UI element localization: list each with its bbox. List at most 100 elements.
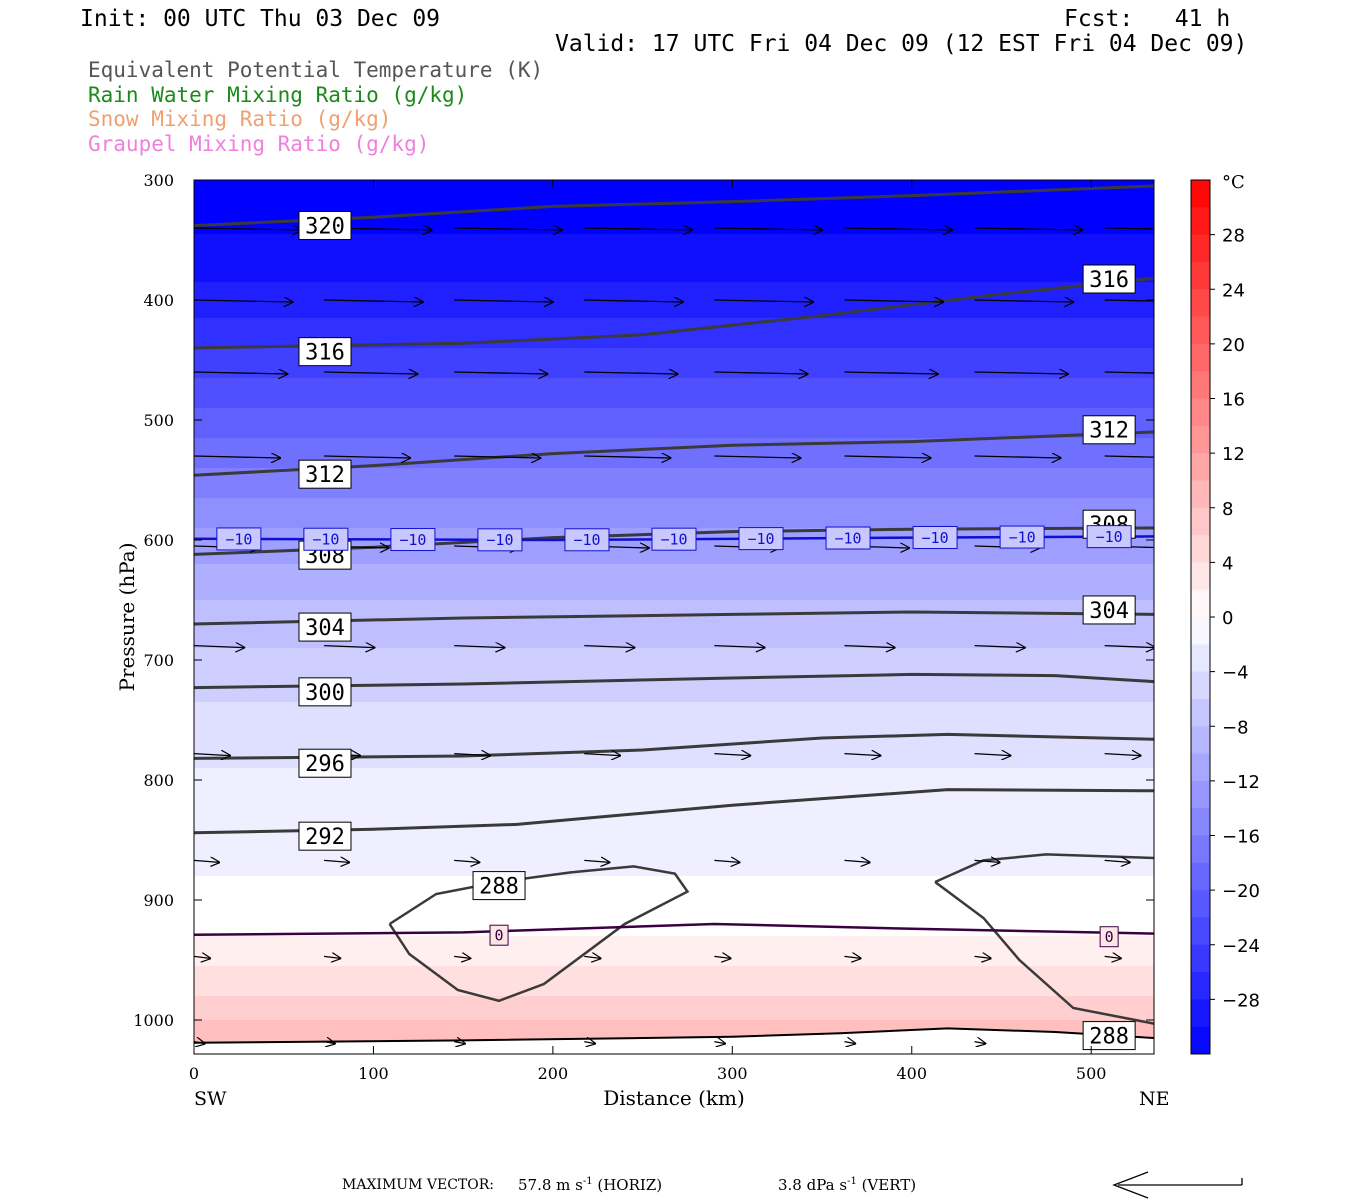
colorbar-tick-label: −28 [1222, 990, 1260, 1011]
wind-vector [454, 372, 547, 374]
x-tick-label: 100 [358, 1064, 389, 1083]
wind-vector [194, 646, 244, 648]
x-tick-label: 0 [189, 1064, 199, 1083]
colorbar-segment [1191, 999, 1210, 1028]
svg-text:292: 292 [305, 825, 345, 850]
legend-snow: Snow Mixing Ratio (g/kg) [88, 107, 392, 131]
wind-vector [454, 1042, 465, 1044]
contour-label-292: 292 [298, 821, 352, 851]
wind-vector [584, 456, 670, 458]
theta-e-contour-300 [194, 672, 1154, 690]
wind-vector [974, 1042, 986, 1044]
wind-vector [844, 956, 860, 958]
colorbar-tick-label: 8 [1222, 499, 1233, 520]
colorbar-segment [1191, 535, 1210, 563]
colorbar-segment [1191, 398, 1210, 427]
wind-vector [974, 228, 1083, 230]
plot-frame [193, 179, 1155, 1055]
wind-vector [584, 860, 609, 862]
wind-vector [974, 372, 1068, 374]
temp-band [194, 564, 1154, 601]
svg-text:296: 296 [305, 752, 345, 777]
svg-text:−10: −10 [486, 531, 513, 549]
svg-text:−10: −10 [660, 531, 687, 549]
contour-label-316: 316 [298, 337, 352, 367]
wind-vector [454, 860, 479, 862]
valid-time: Valid: 17 UTC Fri 04 Dec 09 (12 EST Fri … [555, 31, 1248, 57]
isotherm-neg10c-label: −10 [303, 527, 349, 551]
wind-vector [584, 646, 634, 648]
svg-text:304: 304 [1089, 599, 1129, 624]
colorbar-segment [1191, 726, 1210, 755]
isotherm-neg10c-label: −10 [912, 525, 958, 549]
contour-label-304: 304 [298, 612, 352, 642]
isotherm-neg10c-label: −10 [1086, 525, 1132, 549]
svg-text:−10: −10 [399, 531, 426, 549]
theta-e-contour-296 [194, 732, 1154, 760]
temp-band [194, 966, 1154, 997]
ne-label: NE [1139, 1088, 1170, 1110]
colorbar-tick-label: 24 [1222, 280, 1245, 301]
wind-vector [454, 956, 470, 958]
y-tick-label: 400 [143, 291, 174, 310]
wind-vector [974, 860, 1000, 862]
svg-text:300: 300 [305, 681, 345, 706]
init-time: Init: 00 UTC Thu 03 Dec 09 [80, 6, 441, 32]
temp-band [194, 468, 1154, 499]
colorbar-tick-label: 16 [1222, 390, 1245, 411]
wind-vector [194, 372, 287, 374]
svg-text:312: 312 [1089, 419, 1129, 444]
colorbar-segment [1191, 1026, 1210, 1055]
x-tick-label: 300 [717, 1064, 748, 1083]
temp-band [194, 180, 1154, 235]
colorbar-segment [1191, 507, 1210, 536]
wind-vector [324, 300, 423, 302]
colorbar-segment [1191, 261, 1210, 290]
colorbar-unit: °C [1222, 172, 1245, 193]
colorbar-tick-label: −12 [1222, 772, 1260, 793]
theta-e-contour-316 [194, 276, 1154, 350]
theta-e-contour-304 [194, 610, 1154, 626]
wind-vector [323, 1042, 335, 1044]
wind-vector [714, 646, 764, 648]
horiz-vector: 57.8 m s-1 (HORIZ) [518, 1176, 663, 1194]
svg-text:−10: −10 [1009, 528, 1036, 546]
x-tick-label: 400 [896, 1064, 927, 1083]
colorbar-segment [1191, 562, 1210, 591]
svg-text:316: 316 [305, 341, 345, 366]
x-axis-label: Distance (km) [603, 1086, 745, 1110]
colorbar-segment [1191, 753, 1210, 782]
colorbar-tick-label: −20 [1222, 881, 1260, 902]
wind-vector [844, 300, 943, 302]
wind-vector [714, 754, 750, 756]
y-tick-label: 500 [143, 411, 174, 430]
wind-vector [844, 456, 930, 458]
wind-vector [974, 754, 1011, 756]
wind-vector [1104, 754, 1141, 756]
svg-text:288: 288 [479, 875, 519, 900]
contour-label-296: 296 [298, 748, 352, 778]
wind-vector [974, 956, 991, 958]
svg-text:−10: −10 [747, 530, 774, 548]
isotherm-0c-label: 0 [489, 924, 509, 946]
contour-labels: 3203163163123123083083043043002962922882… [216, 210, 1136, 1051]
wind-vector [1104, 956, 1121, 958]
wind-vector [194, 956, 210, 958]
wind-vector [324, 456, 410, 458]
wind-vector [714, 956, 730, 958]
colorbar-tick-label: 20 [1222, 335, 1245, 356]
wind-vector [324, 860, 349, 862]
wind-vector [194, 456, 280, 458]
svg-text:−10: −10 [312, 531, 339, 549]
wind-vector [194, 300, 293, 302]
colorbar-segment [1191, 343, 1210, 372]
contour-label-300: 300 [298, 677, 352, 707]
colorbar-segment [1191, 617, 1210, 645]
isotherm-neg10c-label: −10 [390, 528, 436, 552]
wind-vector [584, 372, 677, 374]
colorbar-segment [1191, 371, 1210, 399]
isotherm-0c [194, 922, 1154, 937]
svg-text:288: 288 [1089, 1025, 1129, 1050]
wind-vector [454, 646, 504, 648]
